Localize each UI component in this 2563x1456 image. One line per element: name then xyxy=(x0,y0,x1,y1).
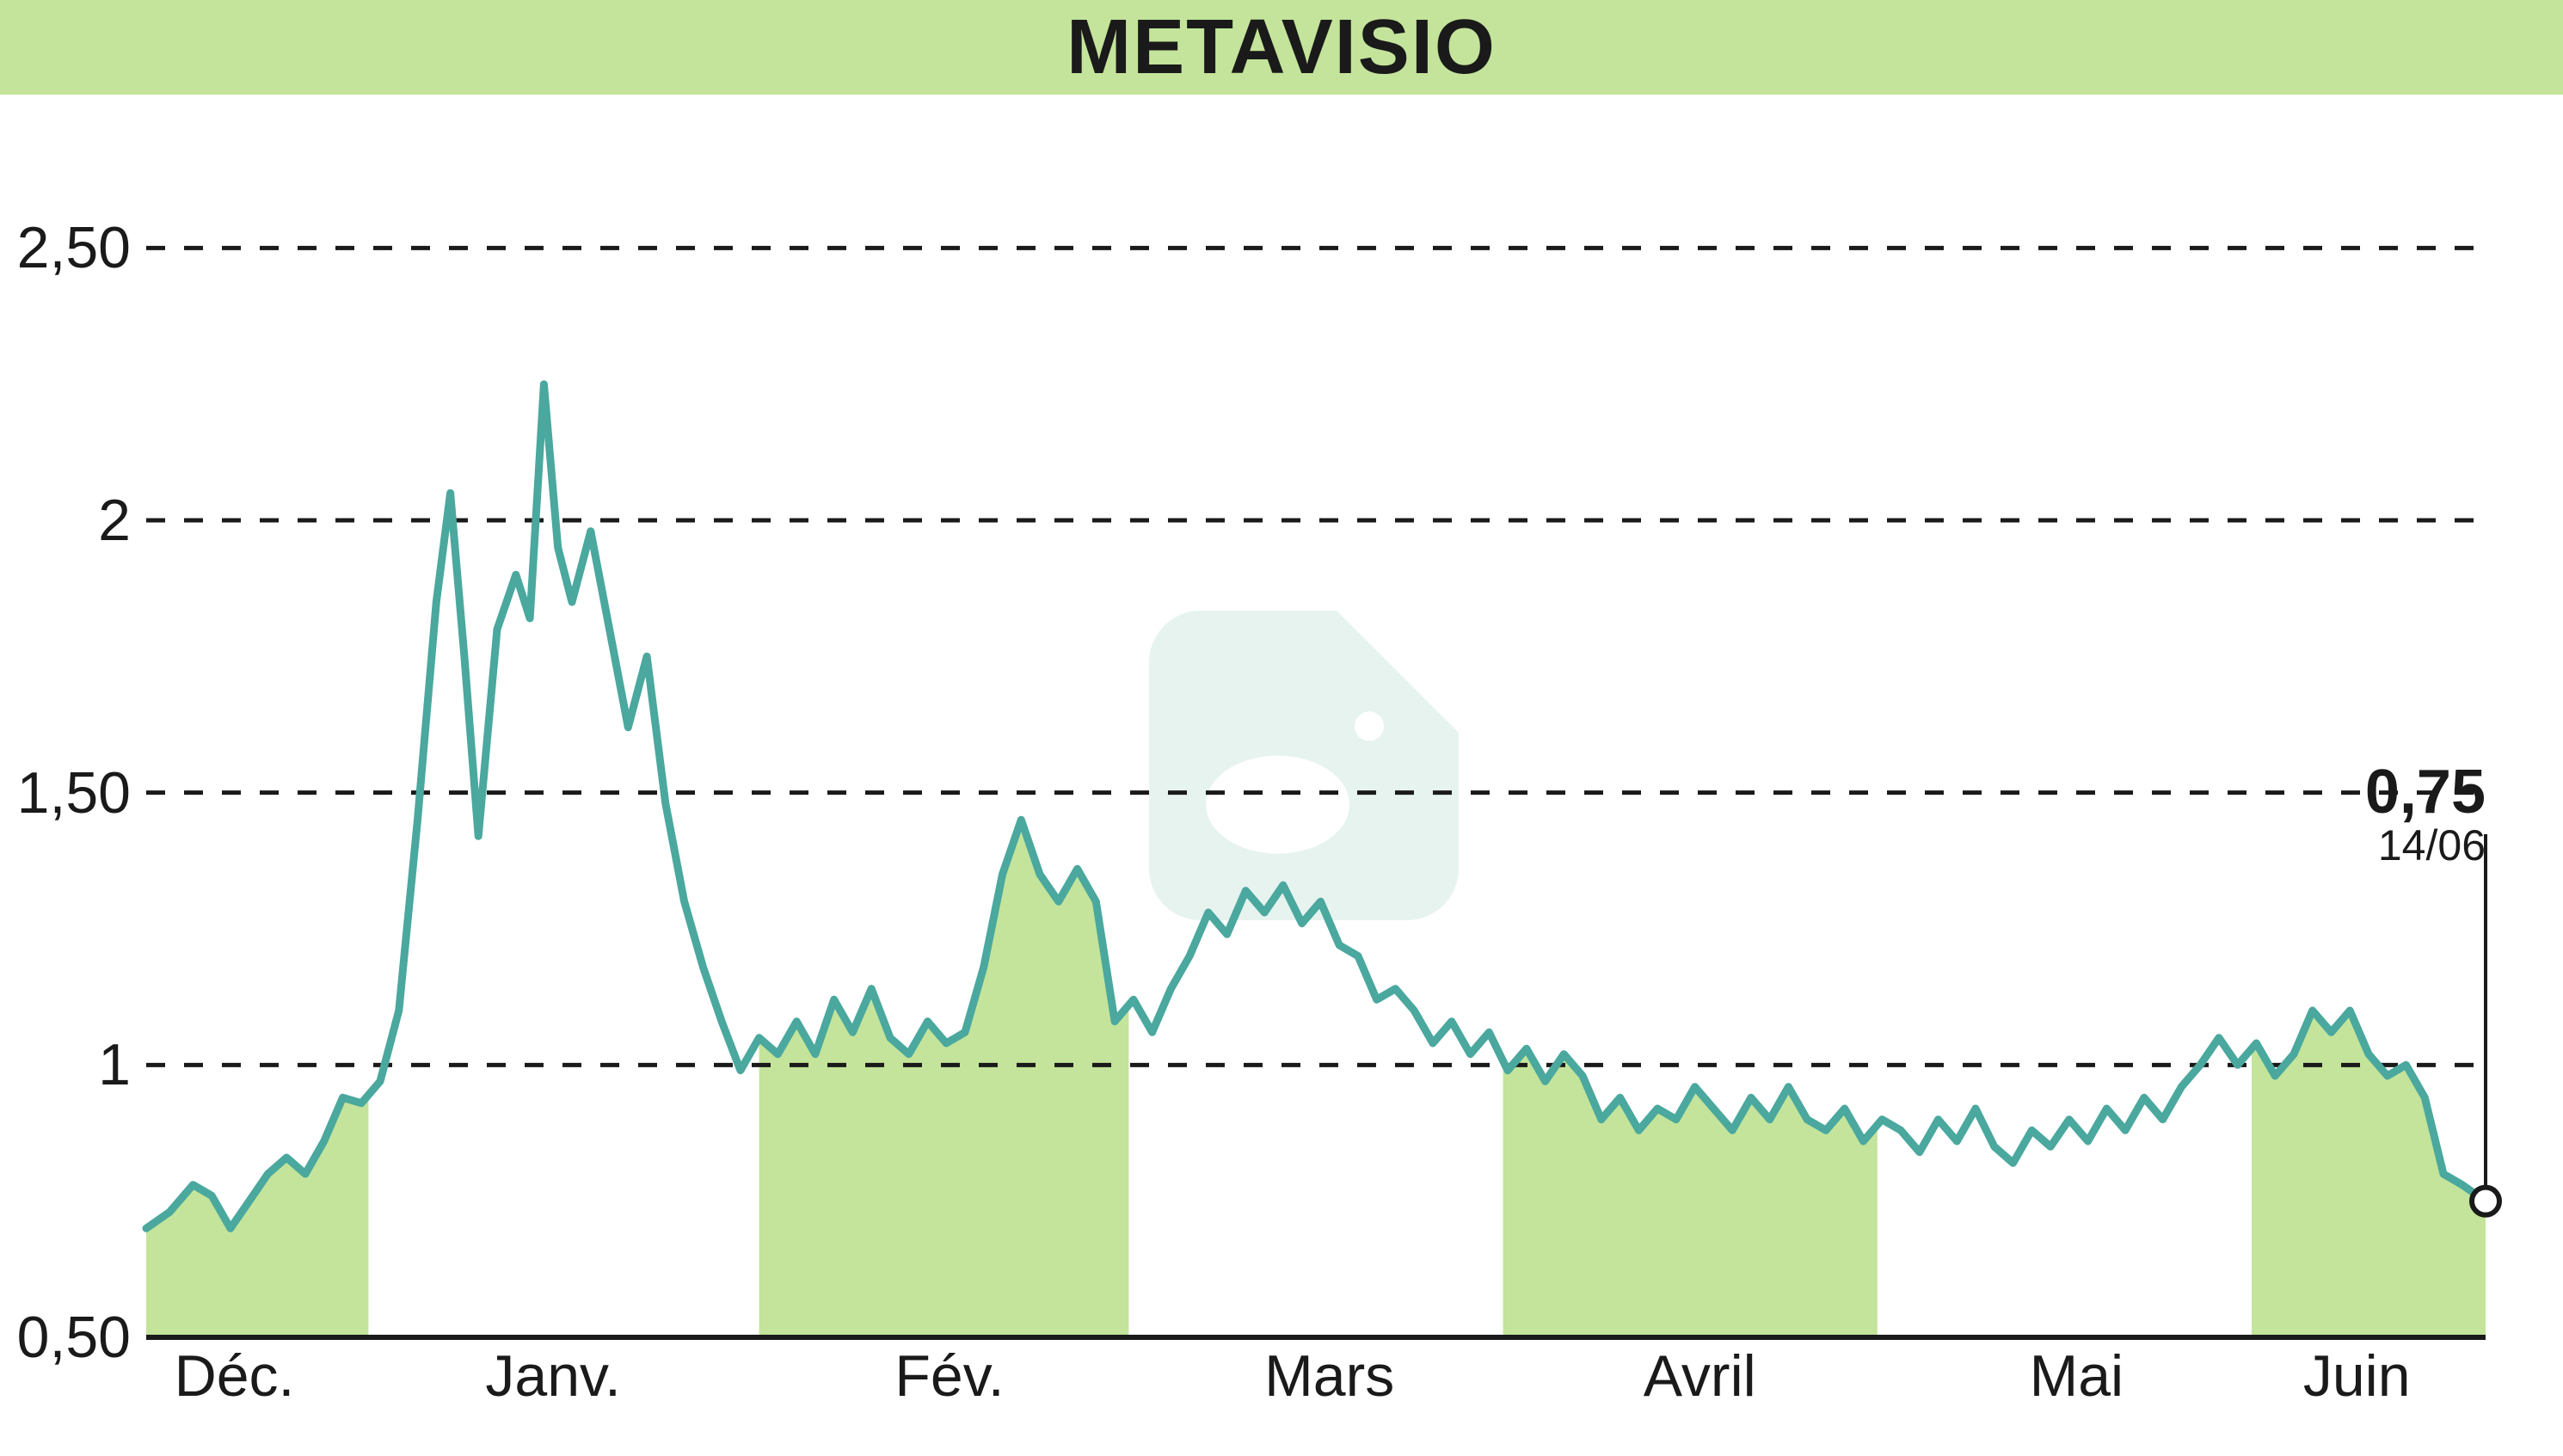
y-tick-label: 0,50 xyxy=(17,1304,146,1371)
title-bar: METAVISIO xyxy=(0,0,2563,95)
stock-chart: METAVISIO 0,5011,5022,50 Déc.Janv.Fév.Ma… xyxy=(0,0,2563,1456)
plot-area: 0,5011,5022,50 Déc.Janv.Fév.MarsAvrilMai… xyxy=(146,194,2486,1337)
last-price-value: 0,75 xyxy=(2365,757,2486,827)
y-tick-label: 1 xyxy=(98,1031,146,1098)
x-tick-label: Avril xyxy=(1644,1337,1756,1410)
y-tick-label: 1,50 xyxy=(17,759,146,826)
x-tick-label: Mai xyxy=(2030,1337,2124,1410)
chart-title: METAVISIO xyxy=(1066,3,1497,92)
price-line xyxy=(146,194,2486,1337)
x-tick-label: Janv. xyxy=(485,1337,620,1410)
x-tick-label: Juin xyxy=(2303,1337,2411,1410)
y-tick-label: 2,50 xyxy=(17,214,146,281)
x-tick-label: Mars xyxy=(1264,1337,1394,1410)
x-tick-label: Déc. xyxy=(175,1337,295,1410)
y-tick-label: 2 xyxy=(98,487,146,554)
last-price-date: 14/06 xyxy=(2378,820,2486,870)
x-tick-label: Fév. xyxy=(894,1337,1004,1410)
